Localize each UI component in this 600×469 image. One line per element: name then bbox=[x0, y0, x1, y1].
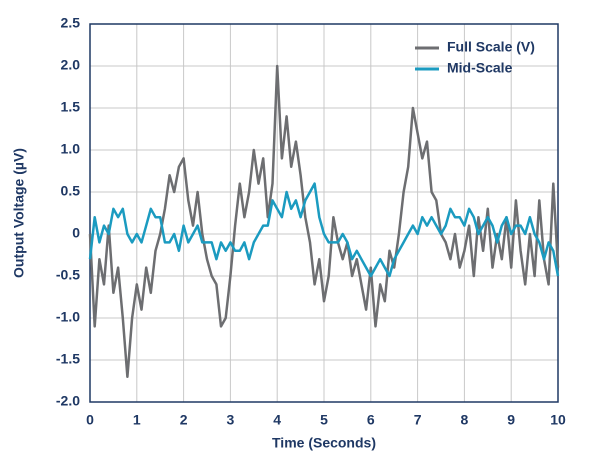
x-tick-label: 9 bbox=[507, 412, 515, 428]
x-tick-label: 10 bbox=[550, 412, 566, 428]
series-line bbox=[88, 182, 560, 278]
x-tick-label: 6 bbox=[367, 412, 375, 428]
y-tick-label: 2.5 bbox=[61, 15, 81, 31]
y-tick-label: 0 bbox=[72, 225, 80, 241]
x-tick-label: 5 bbox=[320, 412, 328, 428]
y-axis-label: Output Voltage (µV) bbox=[11, 148, 27, 278]
x-tick-label: 7 bbox=[414, 412, 422, 428]
plot-border bbox=[89, 23, 559, 403]
x-tick-label: 4 bbox=[273, 412, 281, 428]
y-tick-label: -2.0 bbox=[56, 393, 80, 409]
y-tick-label: 0.5 bbox=[61, 183, 81, 199]
x-tick-label: 1 bbox=[133, 412, 141, 428]
y-tick-label: 1.5 bbox=[61, 99, 81, 115]
y-tick-label: 2.0 bbox=[61, 57, 81, 73]
y-tick-label: 1.0 bbox=[61, 141, 81, 157]
x-tick-label: 0 bbox=[86, 412, 94, 428]
y-tick-label: -0.5 bbox=[56, 267, 80, 283]
y-tick-label: -1.5 bbox=[56, 351, 80, 367]
x-tick-label: 3 bbox=[227, 412, 235, 428]
series-line bbox=[88, 64, 560, 379]
legend-label: Mid-Scale bbox=[447, 60, 513, 76]
x-axis-label: Time (Seconds) bbox=[272, 435, 376, 451]
x-tick-label: 8 bbox=[461, 412, 469, 428]
legend-label: Full Scale (V) bbox=[447, 39, 535, 55]
x-tick-label: 2 bbox=[180, 412, 188, 428]
y-tick-label: -1.0 bbox=[56, 309, 80, 325]
